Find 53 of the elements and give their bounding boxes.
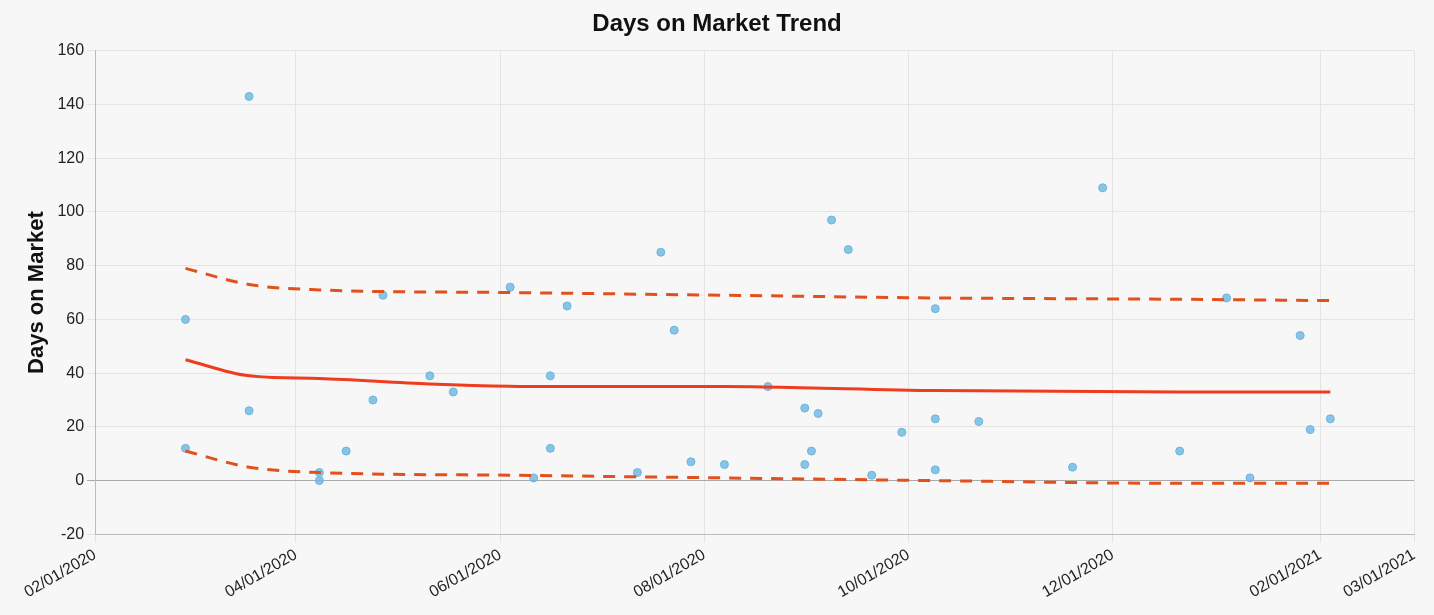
point bbox=[180, 314, 190, 324]
point bbox=[180, 443, 190, 453]
y-tick-label: 120 bbox=[57, 148, 85, 166]
y-tick-label: 160 bbox=[57, 41, 85, 59]
y-tick-label: 140 bbox=[57, 94, 85, 112]
point bbox=[562, 301, 572, 311]
point bbox=[1068, 462, 1078, 472]
line-series bbox=[183, 358, 1332, 394]
point bbox=[632, 468, 642, 478]
point bbox=[800, 459, 810, 469]
line-series bbox=[183, 266, 1332, 303]
point bbox=[669, 325, 679, 335]
point bbox=[813, 408, 823, 418]
point bbox=[827, 215, 837, 225]
point bbox=[1305, 425, 1315, 435]
point bbox=[656, 247, 666, 257]
point bbox=[800, 403, 810, 413]
y-tick-label: 60 bbox=[66, 309, 85, 327]
point bbox=[686, 457, 696, 467]
y-axis-title: Days on Market bbox=[23, 210, 49, 374]
point bbox=[719, 459, 729, 469]
point bbox=[1245, 473, 1255, 483]
point bbox=[545, 443, 555, 453]
point bbox=[867, 470, 877, 480]
point bbox=[897, 427, 907, 437]
point bbox=[1222, 293, 1232, 303]
y-tick-label: 100 bbox=[57, 202, 85, 220]
y-tick-label: 40 bbox=[66, 363, 85, 381]
point bbox=[244, 406, 254, 416]
point bbox=[806, 446, 816, 456]
point bbox=[368, 395, 378, 405]
point bbox=[843, 245, 853, 255]
point bbox=[341, 446, 351, 456]
point bbox=[930, 304, 940, 314]
point bbox=[314, 476, 324, 486]
point bbox=[448, 387, 458, 397]
y-tick-label: 0 bbox=[75, 471, 85, 489]
point bbox=[244, 91, 254, 101]
point bbox=[930, 414, 940, 424]
y-tick-label: -20 bbox=[60, 524, 85, 542]
point bbox=[930, 465, 940, 475]
point bbox=[1295, 331, 1305, 341]
point bbox=[529, 473, 539, 483]
point bbox=[425, 371, 435, 381]
y-tick-label: 20 bbox=[66, 417, 85, 435]
point bbox=[1175, 446, 1185, 456]
point bbox=[1325, 414, 1335, 424]
point bbox=[974, 417, 984, 427]
point bbox=[505, 282, 515, 292]
point bbox=[1098, 183, 1108, 193]
y-tick-label: 80 bbox=[66, 256, 85, 274]
point bbox=[545, 371, 555, 381]
chart-title: Days on Market Trend bbox=[592, 9, 842, 37]
